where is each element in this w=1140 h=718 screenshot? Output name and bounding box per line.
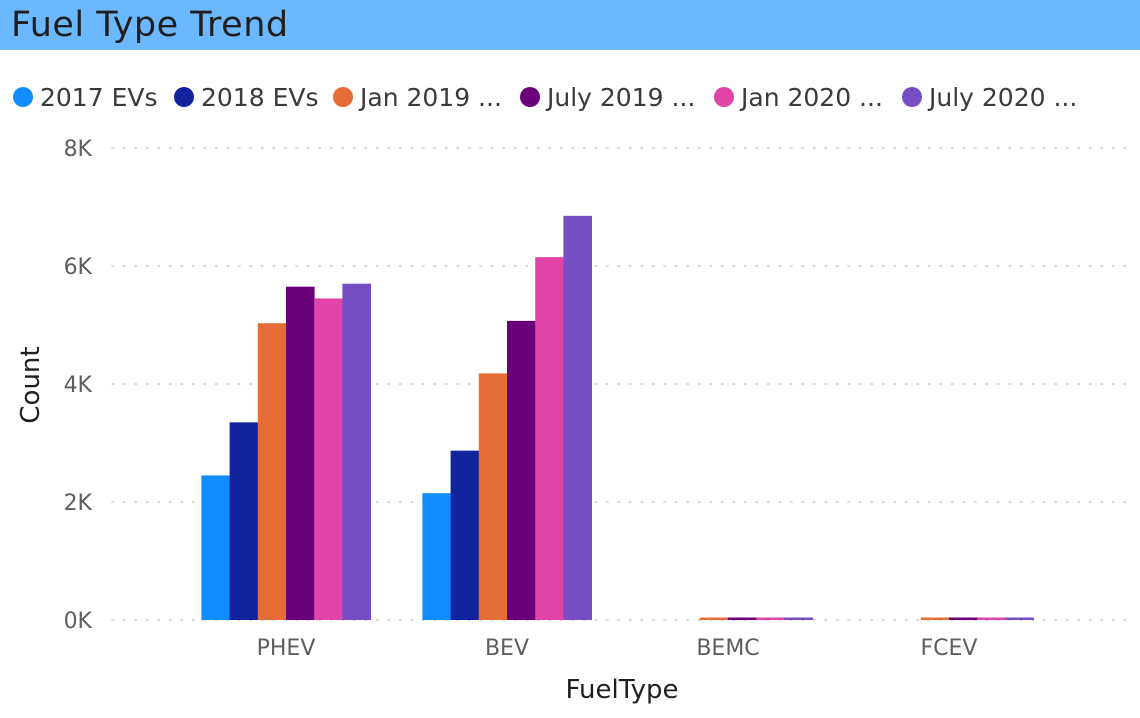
y-tick-label: 4K bbox=[64, 373, 93, 398]
bar[interactable] bbox=[756, 617, 785, 621]
legend-marker[interactable] bbox=[520, 87, 540, 107]
legend-marker[interactable] bbox=[13, 87, 33, 107]
bar[interactable] bbox=[257, 323, 287, 620]
legend-label[interactable]: July 2020 ... bbox=[927, 83, 1077, 112]
bar[interactable] bbox=[699, 617, 729, 621]
legend-label[interactable]: 2017 EVs bbox=[40, 83, 158, 112]
legend-marker[interactable] bbox=[174, 87, 194, 107]
legend-marker[interactable] bbox=[714, 87, 734, 107]
x-tick-label: PHEV bbox=[257, 636, 316, 661]
x-tick-label: BEMC bbox=[696, 636, 759, 661]
bar[interactable] bbox=[286, 286, 315, 620]
legend-label[interactable]: Jan 2020 ... bbox=[739, 83, 883, 112]
bar[interactable] bbox=[201, 475, 230, 620]
fuel-type-chart: 0K 2K 4K 6K 8K PHEV BEV BEMC FCEV FuelType Count 20… bbox=[13, 83, 1131, 705]
bar[interactable] bbox=[563, 215, 592, 620]
bar[interactable] bbox=[422, 493, 451, 620]
bar[interactable] bbox=[229, 422, 259, 620]
bar[interactable] bbox=[450, 450, 480, 620]
bar[interactable] bbox=[784, 617, 813, 621]
title-bar: Fuel Type Trend bbox=[0, 0, 1140, 50]
bar[interactable] bbox=[1005, 617, 1034, 621]
x-axis-title: FuelType bbox=[566, 675, 679, 705]
bar[interactable] bbox=[535, 257, 564, 620]
bar[interactable] bbox=[507, 320, 536, 620]
chart-title: Fuel Type Trend bbox=[11, 5, 289, 45]
bar[interactable] bbox=[478, 373, 508, 620]
x-tick-label: FCEV bbox=[921, 636, 978, 661]
x-tick-label: BEV bbox=[485, 636, 529, 661]
bar[interactable] bbox=[342, 283, 371, 620]
bar[interactable] bbox=[949, 617, 978, 621]
legend-label[interactable]: 2018 EVs bbox=[201, 83, 319, 112]
bar[interactable] bbox=[314, 298, 343, 620]
legend-label[interactable]: Jan 2019 ... bbox=[358, 83, 502, 112]
legend-label[interactable]: July 2019 ... bbox=[545, 83, 695, 112]
bar[interactable] bbox=[728, 617, 757, 621]
y-tick-label: 6K bbox=[64, 255, 93, 280]
y-tick-label: 0K bbox=[64, 609, 93, 634]
y-tick-label: 8K bbox=[64, 137, 93, 162]
y-tick-label: 2K bbox=[64, 491, 93, 516]
legend-marker[interactable] bbox=[902, 87, 922, 107]
bar[interactable] bbox=[977, 617, 1006, 621]
y-axis-title: Count bbox=[16, 346, 46, 423]
legend-marker[interactable] bbox=[333, 87, 353, 107]
bar[interactable] bbox=[920, 617, 950, 621]
